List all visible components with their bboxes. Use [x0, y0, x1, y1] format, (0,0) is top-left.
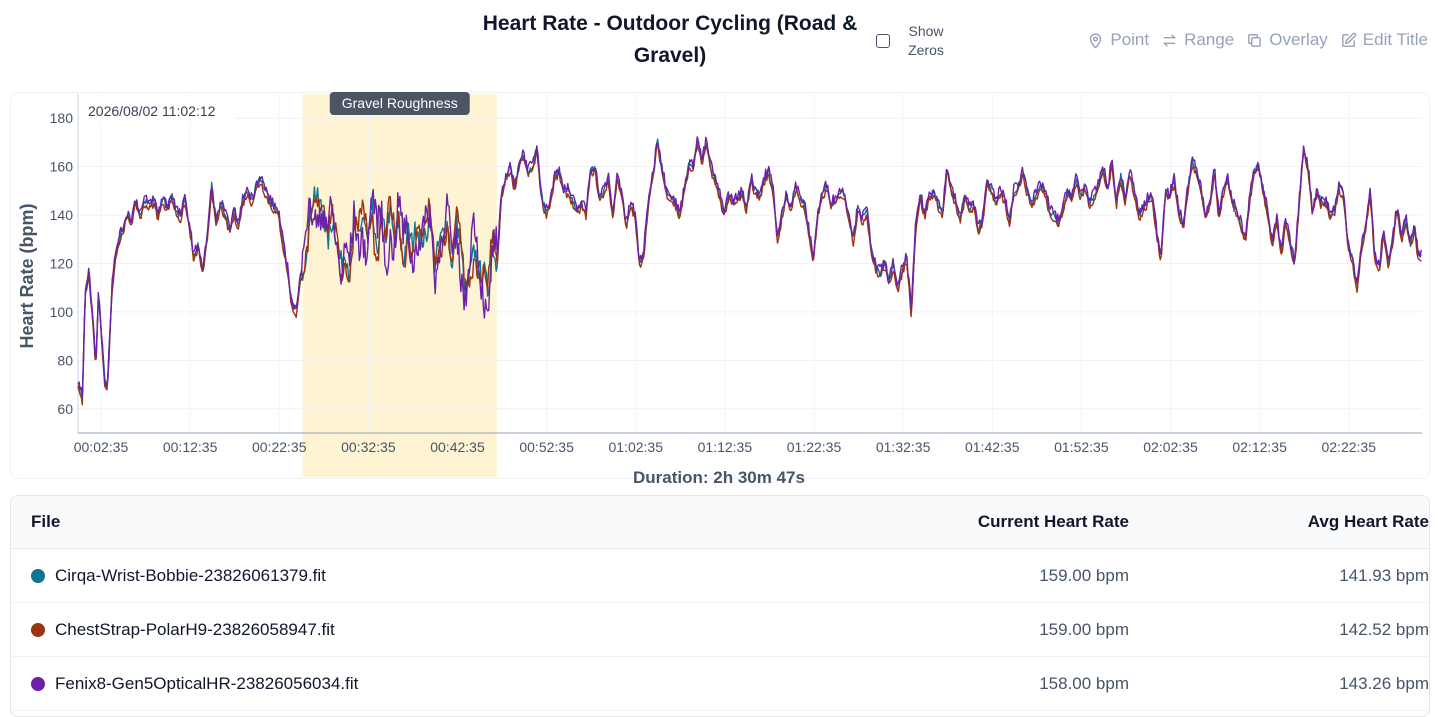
file-name: Fenix8-Gen5OpticalHR-23826056034.fit — [55, 673, 359, 693]
edit-title-label: Edit Title — [1362, 30, 1428, 49]
file-table: File Current Heart Rate Avg Heart Rate C… — [10, 495, 1430, 717]
show-zeros-label: Show Zeros — [908, 23, 944, 58]
x-tick-label: 01:02:35 — [608, 439, 663, 455]
series-color-dot — [31, 568, 45, 583]
file-name: Cirqa-Wrist-Bobbie-23826061379.fit — [55, 565, 326, 585]
pencil-square-icon — [1341, 32, 1357, 47]
timestamp-label: 2026/08/02 11:02:12 — [88, 103, 216, 119]
point-tool-button[interactable]: Point — [1087, 30, 1149, 50]
map-pin-icon — [1090, 32, 1102, 49]
current-hr-value: 159.00 bpm — [1039, 565, 1129, 585]
y-tick-label: 160 — [50, 159, 74, 175]
y-tick-label: 60 — [57, 401, 73, 417]
series-line-2 — [77, 136, 1422, 399]
x-tick-label: 01:12:35 — [698, 439, 753, 455]
avg-hr-value: 142.52 bpm — [1339, 619, 1429, 639]
edit-title-button[interactable]: Edit Title — [1340, 30, 1428, 50]
highlight-label-bg — [329, 92, 470, 115]
chart-toolbar: Point Range Overlay Edit Title — [1087, 30, 1428, 50]
col-avg-header: Avg Heart Rate — [1307, 512, 1429, 531]
current-hr-value: 159.00 bpm — [1039, 619, 1129, 639]
chart-card — [10, 92, 1430, 479]
chart-title[interactable]: Heart Rate - Outdoor Cycling (Road & Gra… — [482, 12, 858, 67]
y-tick-label: 100 — [50, 304, 74, 320]
x-tick-label: 00:02:35 — [74, 439, 129, 455]
avg-hr-value: 141.93 bpm — [1339, 565, 1429, 585]
x-tick-label: 00:32:35 — [341, 439, 396, 455]
show-zeros-checkbox[interactable] — [876, 34, 890, 48]
range-tool-button[interactable]: Range — [1161, 30, 1234, 50]
show-zeros-toggle[interactable]: Show Zeros — [876, 22, 946, 60]
x-tick-label: 02:12:35 — [1232, 439, 1287, 455]
x-axis-title: Duration: 2h 30m 47s — [633, 468, 805, 487]
x-tick-label: 00:22:35 — [252, 439, 307, 455]
table-row[interactable]: Cirqa-Wrist-Bobbie-23826061379.fit 159.0… — [11, 549, 1429, 603]
table-row[interactable]: ChestStrap-PolarH9-23826058947.fit 159.0… — [11, 603, 1429, 657]
current-hr-value: 158.00 bpm — [1039, 673, 1129, 693]
copy-icon — [1248, 33, 1262, 47]
y-tick-label: 140 — [50, 207, 74, 223]
series-color-dot — [31, 676, 45, 691]
x-tick-label: 01:42:35 — [965, 439, 1020, 455]
arrows-left-right-icon — [1162, 33, 1177, 47]
x-tick-label: 02:02:35 — [1143, 439, 1198, 455]
range-tool-label: Range — [1184, 30, 1235, 49]
point-tool-label: Point — [1110, 30, 1150, 49]
y-tick-label: 180 — [50, 110, 74, 126]
x-tick-label: 01:32:35 — [876, 439, 931, 455]
heart-rate-chart[interactable]: 60 80 100 120 140 160 180 00:02:35 00:12:35 00:22… — [0, 0, 1438, 490]
highlight-label: Gravel Roughness — [342, 95, 458, 111]
x-tick-label: 00:42:35 — [430, 439, 485, 455]
x-tick-label: 01:22:35 — [787, 439, 842, 455]
x-tick-label: 00:52:35 — [519, 439, 574, 455]
x-tick-label: 00:12:35 — [163, 439, 218, 455]
y-axis-title: Heart Rate (bpm) — [17, 203, 37, 348]
overlay-tool-button[interactable]: Overlay — [1246, 30, 1328, 50]
x-tick-label: 01:52:35 — [1054, 439, 1109, 455]
timestamp-bg — [80, 97, 235, 123]
avg-hr-value: 143.26 bpm — [1339, 673, 1429, 693]
table-header: File Current Heart Rate Avg Heart Rate — [11, 496, 1429, 549]
file-name: ChestStrap-PolarH9-23826058947.fit — [55, 619, 335, 639]
table-row[interactable]: Fenix8-Gen5OpticalHR-23826056034.fit 158… — [11, 657, 1429, 711]
y-tick-label: 80 — [57, 352, 73, 368]
col-file-header: File — [31, 512, 61, 531]
series-color-dot — [31, 622, 45, 637]
y-tick-label: 120 — [50, 256, 74, 272]
overlay-tool-label: Overlay — [1269, 30, 1328, 49]
x-tick-label: 02:22:35 — [1321, 439, 1376, 455]
col-current-header: Current Heart Rate — [977, 512, 1129, 531]
